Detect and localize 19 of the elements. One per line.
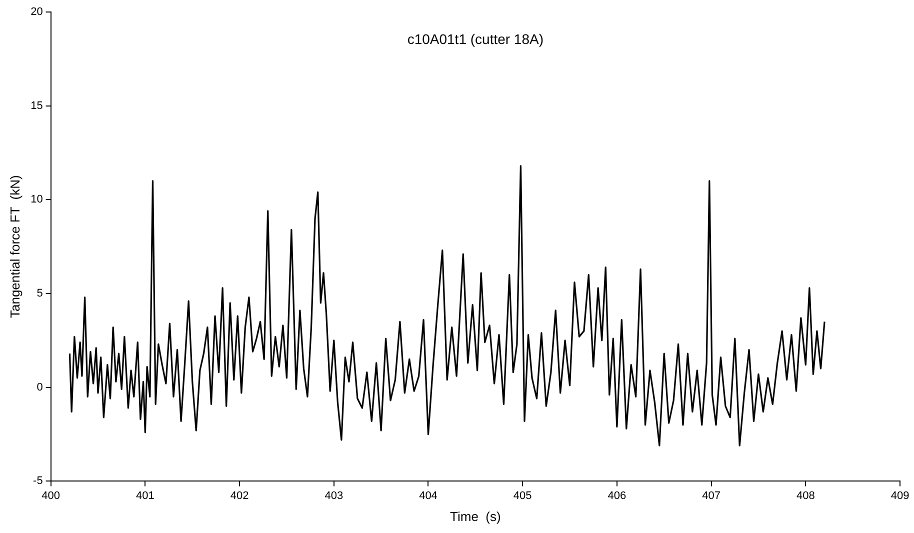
y-tick-label: 10	[30, 194, 43, 206]
x-tick-label: 405	[513, 490, 532, 502]
x-tick-label: 406	[608, 490, 626, 502]
text: c10A01t1 (cutter 18A)	[407, 30, 544, 47]
y-tick-label: 0	[36, 381, 43, 394]
y-tick-label: -5	[33, 475, 43, 488]
x-tick-label: 402	[230, 490, 249, 502]
y-tick-label: 20	[30, 6, 43, 18]
x-tick-label: 400	[42, 490, 60, 502]
x-tick-label: 403	[324, 490, 344, 502]
y-tick-label: 15	[30, 100, 43, 112]
x-tick-label: 407	[702, 490, 720, 502]
x-axis-title: Time (s)	[450, 508, 501, 524]
x-tick-label: 408	[796, 490, 815, 502]
y-tick-label: 5	[36, 288, 43, 300]
x-tick-label: 401	[136, 490, 154, 502]
y-axis-title: Tangential force FT (kN)	[7, 175, 22, 318]
x-tick-label: 409	[890, 490, 910, 502]
x-tick-label: 404	[419, 490, 438, 502]
